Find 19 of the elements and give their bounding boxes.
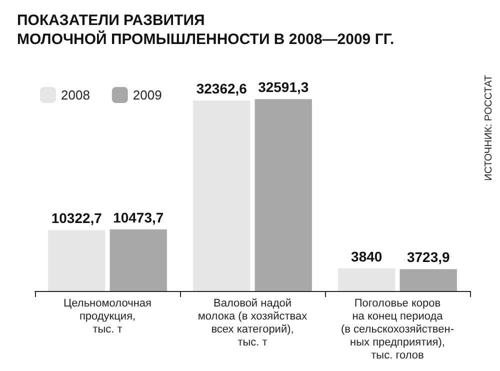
legend-label: 2008	[61, 88, 90, 102]
chart-title: ПОКАЗАТЕЛИ РАЗВИТИЯ МОЛОЧНОЙ ПРОМЫШЛЕННОСТИ В 2008—2009 ГГ.	[17, 12, 394, 48]
bar	[400, 269, 457, 291]
bar	[254, 99, 312, 291]
text: ИСТОЧНИК: РОССТАТ	[484, 74, 494, 181]
x-tick-label: Цельномолочная продукция, тыс. т	[64, 298, 152, 336]
data-label: 32591,3	[258, 79, 309, 96]
bar	[338, 268, 396, 291]
bar	[193, 100, 250, 291]
data-label: 10322,7	[51, 210, 102, 226]
x-tick-label: Валовой надой молока (в хозяйствах всех категорий), тыс. т	[198, 298, 308, 348]
data-label: 3840	[351, 248, 382, 264]
x-tick-label: Поголовье коров на конец периода (в сельскохозяйствен- ных предприятия), тыс. голов	[340, 298, 454, 362]
legend-label: 2009	[132, 88, 162, 102]
data-label: 32362,6	[196, 80, 248, 97]
bar	[110, 229, 167, 291]
data-label: 3723,9	[406, 249, 450, 266]
bar	[48, 230, 106, 291]
data-label: 10473,7	[113, 209, 164, 226]
